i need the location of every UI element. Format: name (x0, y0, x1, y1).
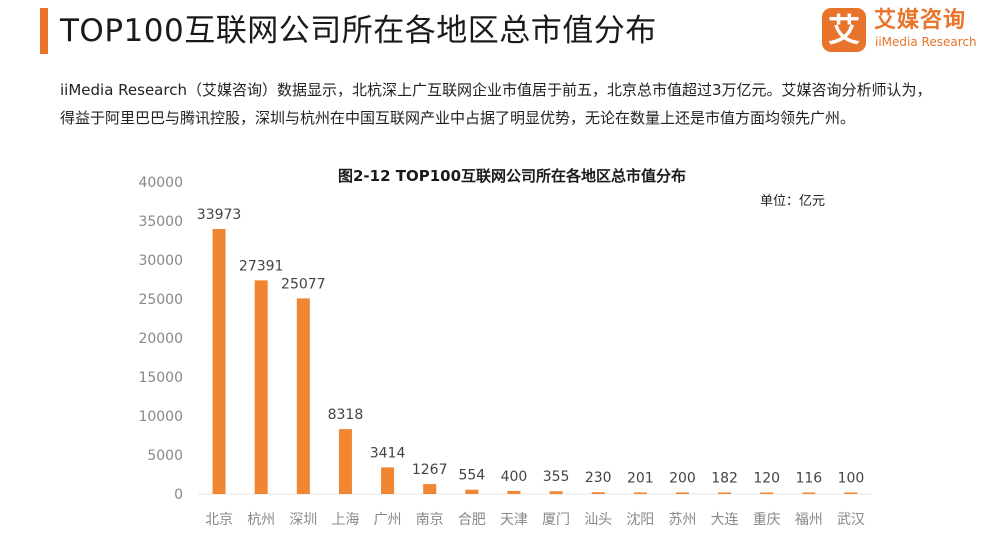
data-label: 25077 (281, 276, 326, 292)
y-tick-label: 30000 (138, 253, 183, 269)
bar (338, 429, 352, 494)
bar (296, 298, 310, 494)
chart-title: 图2-12 TOP100互联网公司所在各地区总市值分布 (338, 167, 686, 185)
data-label: 200 (669, 470, 696, 486)
page-title: TOP100互联网公司所在各地区总市值分布 (60, 13, 657, 49)
bar (465, 489, 479, 494)
bar (633, 492, 647, 494)
value-labels: 33973 27391 25077 8318 3414 1267 554 400 355 230 2… (197, 207, 865, 486)
y-tick-label: 40000 (138, 175, 183, 191)
description-paragraph: iiMedia Research（艾媒咨询）数据显示，北杭深上广互联网企业市值居… (60, 81, 932, 127)
bar (507, 490, 521, 494)
y-tick-label: 20000 (138, 331, 183, 347)
x-axis: 北京 杭州 深圳 上海 广州 南京 合肥 天津 厦门 汕头 沈阳 苏州 大连 重庆 福州 武汉 (205, 512, 865, 528)
bar (675, 492, 689, 494)
x-tick-label: 深圳 (289, 512, 317, 528)
data-label: 355 (543, 469, 570, 485)
data-label: 3414 (370, 445, 406, 461)
bar (760, 492, 774, 494)
bar (549, 491, 563, 494)
bar (381, 467, 395, 494)
bar-chart: 图2-12 TOP100互联网公司所在各地区总市值分布 单位：亿元 0 5000 1… (0, 160, 1000, 538)
x-tick-label: 苏州 (668, 512, 696, 528)
bar (718, 492, 732, 494)
y-tick-label: 5000 (147, 448, 183, 464)
bar (212, 229, 226, 494)
data-label: 100 (838, 471, 865, 487)
x-tick-label: 重庆 (753, 512, 781, 528)
x-tick-label: 沈阳 (626, 512, 654, 528)
bar (844, 492, 858, 494)
data-label: 400 (501, 469, 528, 485)
x-tick-label: 武汉 (837, 512, 865, 528)
x-tick-label: 厦门 (542, 512, 570, 528)
data-label: 1267 (412, 462, 448, 478)
bar-series (212, 229, 858, 494)
x-tick-label: 合肥 (458, 512, 486, 528)
bar (423, 484, 437, 494)
bar (802, 492, 816, 494)
data-label: 27391 (239, 258, 284, 274)
y-axis: 0 5000 10000 15000 20000 25000 30000 35000 40000 (138, 175, 872, 503)
data-label: 120 (753, 471, 780, 487)
data-label: 182 (711, 471, 738, 487)
x-tick-label: 北京 (205, 512, 233, 528)
x-tick-label: 福州 (795, 512, 823, 528)
chart-svg: 图2-12 TOP100互联网公司所在各地区总市值分布 单位：亿元 0 5000 1… (138, 167, 872, 528)
bar (254, 280, 268, 494)
data-label: 33973 (197, 207, 242, 223)
y-tick-label: 15000 (138, 370, 183, 386)
x-tick-label: 汕头 (584, 512, 612, 528)
data-label: 230 (585, 470, 612, 486)
x-tick-label: 大连 (711, 512, 739, 528)
y-tick-label: 0 (174, 487, 183, 503)
logo-mark-icon: 艾 (822, 8, 866, 52)
y-tick-label: 25000 (138, 292, 183, 308)
x-tick-label: 南京 (416, 512, 444, 528)
brand-logo: 艾 艾媒咨询 iiMedia Research (822, 8, 992, 52)
y-tick-label: 10000 (138, 409, 183, 425)
data-label: 554 (458, 468, 485, 484)
x-tick-label: 广州 (374, 512, 402, 528)
x-tick-label: 杭州 (247, 512, 275, 528)
x-tick-label: 天津 (500, 512, 528, 528)
data-label: 116 (795, 471, 822, 487)
data-label: 8318 (328, 407, 364, 423)
x-tick-label: 上海 (331, 512, 359, 528)
y-tick-label: 35000 (138, 214, 183, 230)
chart-unit-label: 单位：亿元 (760, 194, 825, 209)
logo-name-en: iiMedia Research (875, 35, 977, 49)
bar (591, 492, 605, 494)
logo-name-cn: 艾媒咨询 (874, 8, 967, 33)
data-label: 201 (627, 470, 654, 486)
title-accent-bar (40, 8, 48, 54)
